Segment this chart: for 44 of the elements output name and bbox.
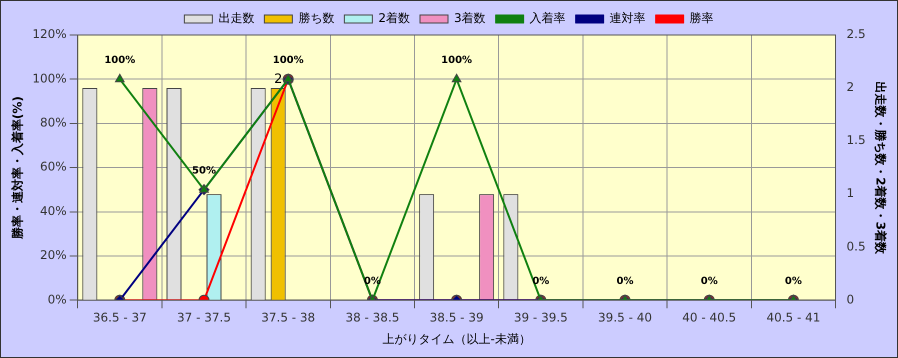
y2-tick-label: 2.5 (846, 27, 866, 42)
data-label: 0% (784, 276, 802, 287)
x-tick-label: 38 - 38.5 (345, 310, 400, 325)
x-tick-label: 39.5 - 40 (598, 310, 652, 325)
x-axis-title: 上がりタイム（以上-未満） (382, 332, 531, 346)
data-label: 100% (272, 54, 304, 66)
legend-label: 2着数 (378, 11, 410, 26)
x-tick-label: 40 - 40.5 (682, 310, 736, 325)
y-tick-label: 0% (48, 292, 67, 306)
point (199, 184, 209, 193)
y-tick-label: 100% (32, 71, 67, 86)
y-tick-label: 20% (40, 248, 67, 262)
legend-label: 勝ち数 (298, 11, 334, 26)
legend-label: 連対率 (610, 11, 646, 26)
y2-tick-label: 1.5 (846, 133, 866, 148)
y-tick-label: 40% (40, 204, 67, 218)
data-label: 0% (700, 276, 718, 287)
y2-tick-label: 0 (846, 292, 854, 306)
x-tick-label: 36.5 - 37 (92, 310, 147, 325)
y2-tick-label: 2 (846, 80, 854, 94)
point (452, 74, 462, 82)
y2-tick-label: 0.5 (846, 239, 866, 254)
point (114, 74, 125, 82)
data-label: 50% (192, 165, 216, 176)
legend-label: 入着率 (530, 11, 566, 26)
legend-label: 勝率 (690, 11, 714, 26)
data-label: 100% (441, 54, 472, 66)
y-axis-title: 勝率・連対率・入着率(%) (10, 96, 24, 240)
data-label: 100% (104, 54, 136, 66)
legend-label: 出走数 (218, 11, 254, 26)
x-tick-label: 39 - 39.5 (514, 310, 568, 325)
x-tick-label: 37.5 - 38 (261, 310, 316, 325)
y2-tick-label: 1 (846, 186, 854, 200)
data-label: 2 (274, 72, 282, 87)
y-tick-label: 80% (40, 116, 67, 130)
point (283, 74, 294, 82)
y-tick-label: 120% (32, 27, 67, 42)
legend-label: 3着数 (454, 11, 486, 26)
x-tick-label: 37 - 37.5 (177, 310, 231, 325)
x-tick-label: 38.5 - 39 (430, 310, 484, 325)
x-tick-label: 40.5 - 41 (766, 310, 820, 325)
data-label: 0% (616, 276, 634, 287)
y-tick-label: 60% (40, 160, 67, 174)
y2-axis-title: 出走数・勝ち数・2着数・3着数 (874, 81, 888, 255)
